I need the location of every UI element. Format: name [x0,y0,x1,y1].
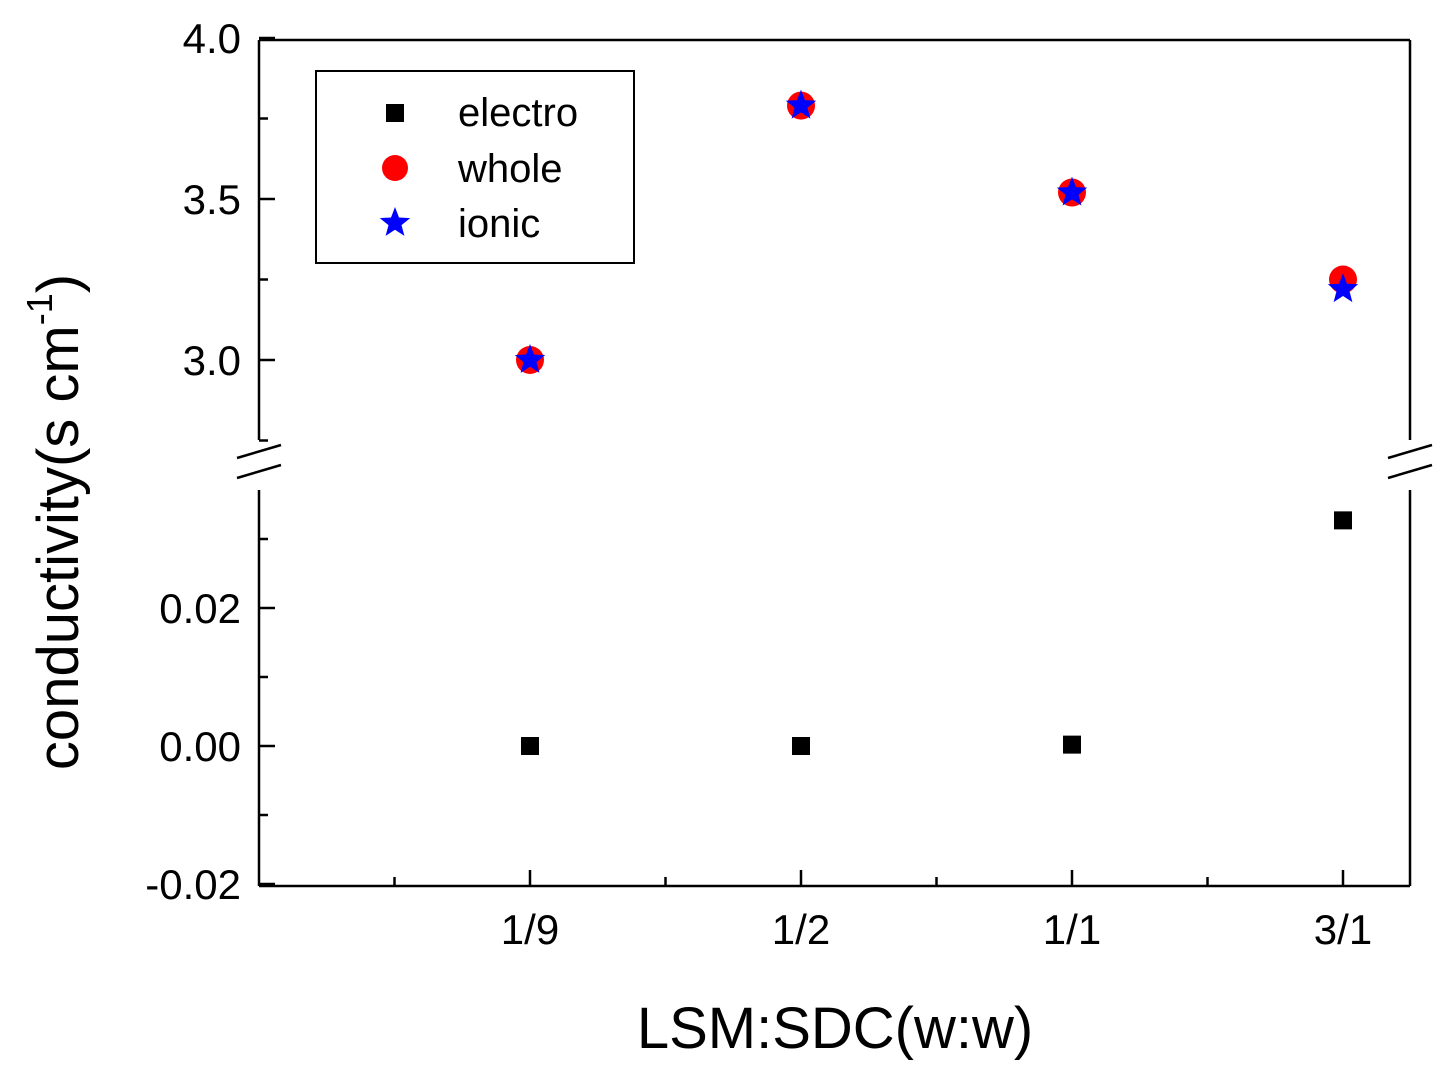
point-electro [1334,511,1352,530]
axis-break-mark-right-1 [1387,443,1433,460]
legend: electro whole ionic [315,70,635,264]
y-tick-label: 3.0 [183,337,241,384]
axis-break-mark-left-1 [236,443,282,460]
x-axis-title: LSM:SDC(w:w) [637,996,1033,1061]
point-ionic [1327,273,1359,303]
y-tick-label: 3.5 [183,176,241,223]
y-axis-title-close: ) [26,274,91,293]
axes [236,38,1433,888]
x-tick-label: 1/9 [501,906,559,953]
point-electro [521,737,539,755]
data-marks [514,89,1359,755]
legend-marker-electro [386,104,404,122]
legend-marker-whole [382,155,408,181]
legend-label-whole: whole [457,147,563,191]
legend-box [315,70,635,264]
x-tick-label: 3/1 [1314,906,1372,953]
y-tick-label: -0.02 [145,861,241,908]
axis-break-mark-left-2 [236,463,282,480]
legend-marker-ionic [379,207,411,236]
ticks: 3.0 3.5 4.0 -0.02 0.00 0.02 1/9 1/2 1/1 3/1 [145,15,1372,953]
point-ionic [1056,176,1088,206]
y-axis-title-main: conductivity(s cm [26,325,91,770]
point-electro [792,737,810,755]
y-tick-label: 0.02 [159,585,241,632]
y-axis-title-superscript: -1 [19,293,60,325]
y-axis-title: conductivity(s cm-1) [19,274,91,770]
x-tick-label: 1/1 [1043,906,1101,953]
point-ionic [785,89,817,119]
svg-text:conductivity(s cm-1): conductivity(s cm-1) [19,274,91,770]
point-ionic [514,344,546,373]
point-electro [1063,735,1081,754]
y-tick-label: 4.0 [183,15,241,62]
legend-label-ionic: ionic [458,202,540,246]
x-tick-label: 1/2 [772,906,830,953]
y-tick-label: 0.00 [159,723,241,770]
legend-label-electro: electro [458,91,578,135]
axis-break-mark-right-2 [1387,463,1433,480]
